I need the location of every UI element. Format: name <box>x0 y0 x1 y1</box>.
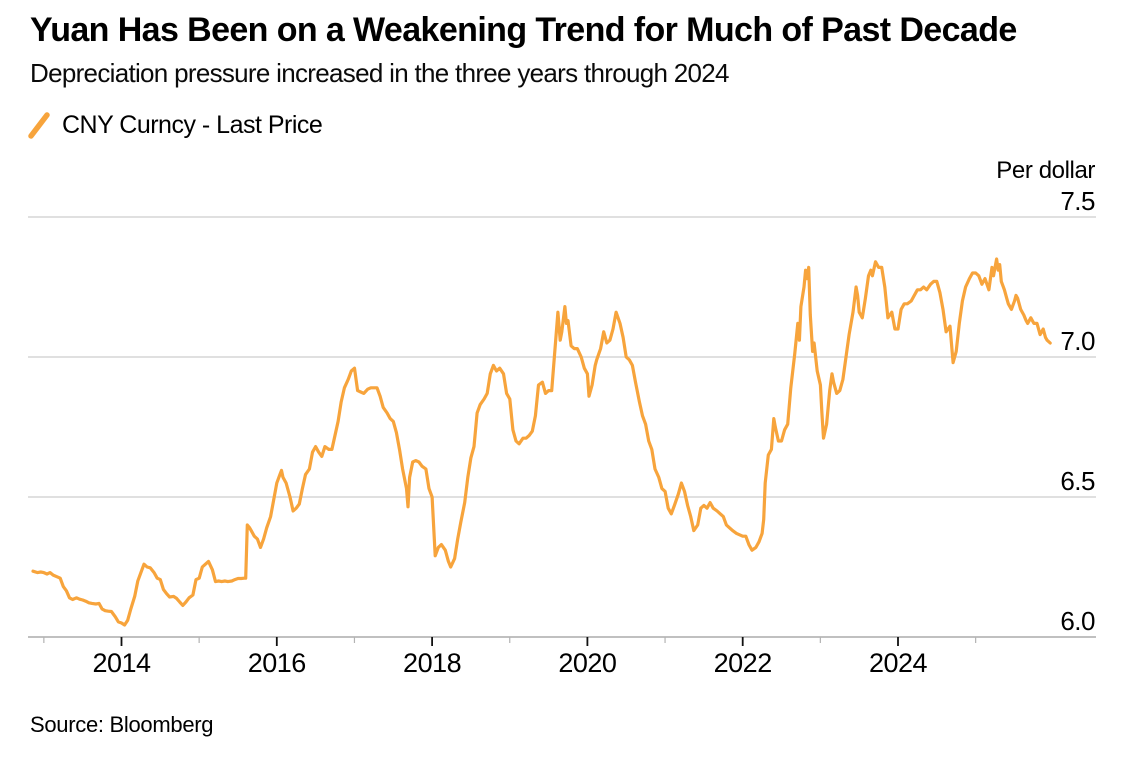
x-tick-label: 2024 <box>868 648 928 678</box>
chart-title: Yuan Has Been on a Weakening Trend for M… <box>30 11 1017 49</box>
legend-label: CNY Curncy - Last Price <box>62 110 323 139</box>
y-axis-unit-label: Per dollar <box>996 157 1095 184</box>
y-tick-label: 7.5 <box>1060 186 1095 216</box>
source-note: Source: Bloomberg <box>30 712 214 737</box>
x-tick-label: 2018 <box>403 648 462 678</box>
legend: CNY Curncy - Last Price <box>28 110 323 140</box>
x-tick-label: 2014 <box>92 648 151 678</box>
legend-line-swatch-icon <box>28 112 50 139</box>
data-line-CNY Curncy - Last Price <box>31 257 1052 627</box>
y-tick-label: 7.0 <box>1060 326 1095 356</box>
x-tick-label: 2016 <box>247 648 307 678</box>
y-tick-label: 6.5 <box>1060 466 1095 496</box>
x-tick-label: 2020 <box>558 648 617 678</box>
chart-subtitle: Depreciation pressure increased in the t… <box>30 58 729 88</box>
y-tick-label: 6.0 <box>1060 606 1095 636</box>
x-tick-label: 2022 <box>713 648 773 678</box>
